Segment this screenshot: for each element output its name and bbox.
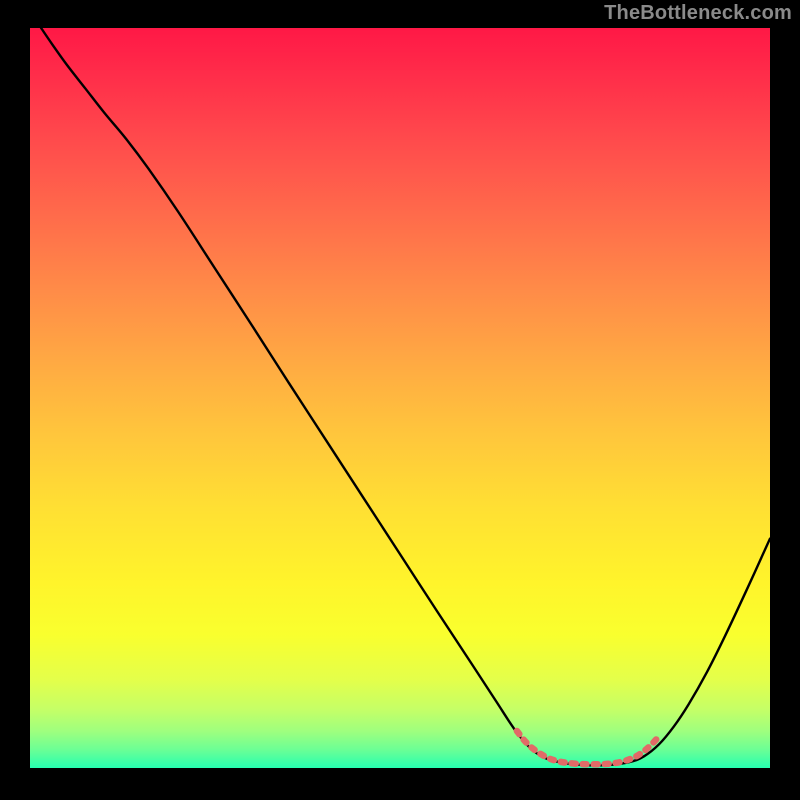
plot-area xyxy=(30,28,770,768)
gradient-background xyxy=(30,28,770,768)
chart-container: TheBottleneck.com xyxy=(0,0,800,800)
watermark-text: TheBottleneck.com xyxy=(604,2,792,25)
bottleneck-chart xyxy=(30,28,770,768)
